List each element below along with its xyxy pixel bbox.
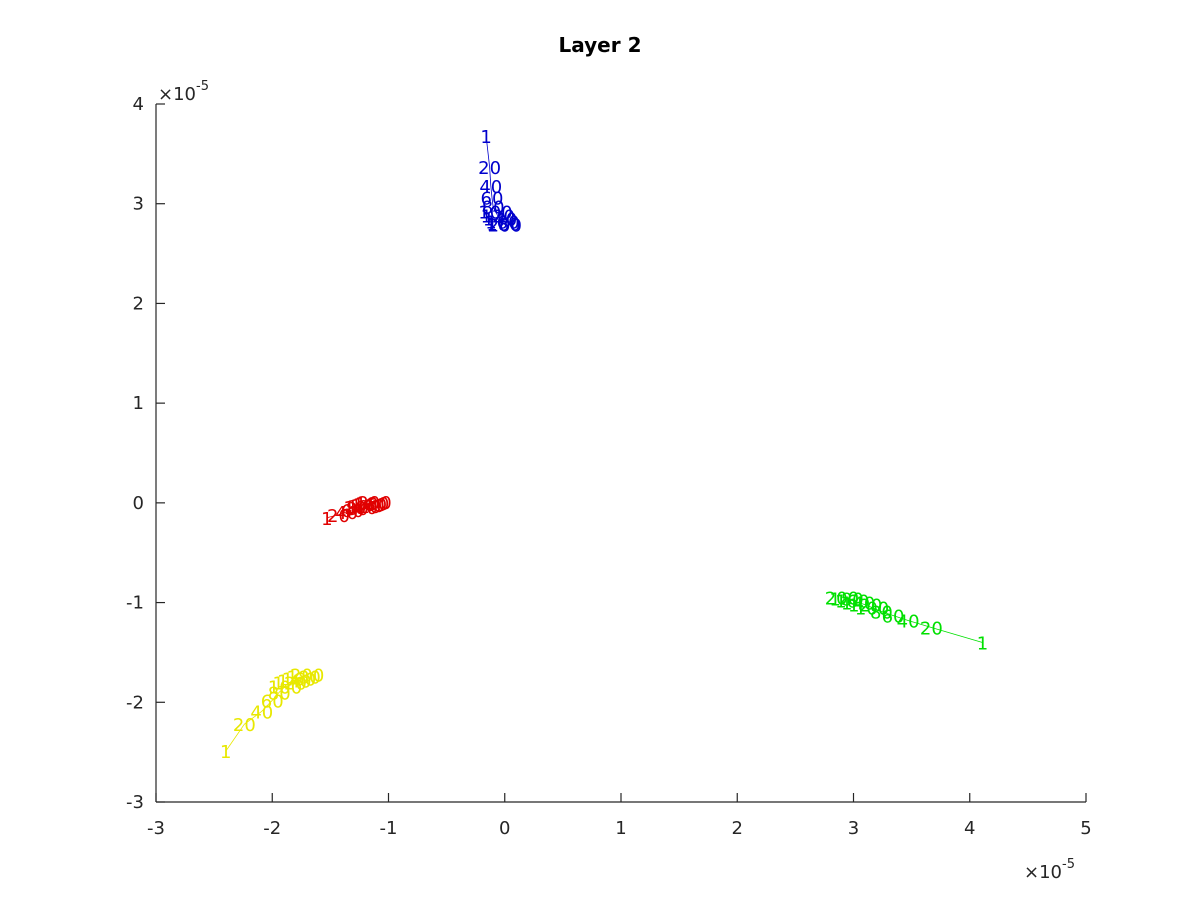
chart-title: Layer 2 — [559, 33, 642, 57]
point-label: 160 — [485, 213, 519, 234]
point-label: 1 — [321, 509, 332, 530]
point-label: 1 — [220, 742, 231, 763]
point-label: 80 — [268, 683, 291, 704]
point-label: 100 — [478, 203, 512, 224]
x-tick-label: 2 — [732, 818, 743, 839]
point-label: 180 — [486, 215, 520, 236]
y-tick-label: 3 — [133, 194, 144, 215]
x-tick-label: 3 — [848, 818, 859, 839]
point-label: 40 — [897, 612, 920, 633]
point-label: 180 — [286, 667, 320, 688]
series-line — [225, 674, 308, 752]
plot-series: 1204060801001201401601802001204060801001… — [220, 127, 988, 763]
point-label: 120 — [347, 497, 381, 518]
x-exponent-label: ×10 -5 — [1024, 857, 1075, 883]
y-tick-label: 0 — [133, 493, 144, 514]
point-label: 120 — [848, 596, 882, 617]
point-label: 60 — [882, 607, 905, 628]
y-tick-label: -2 — [126, 692, 144, 713]
point-label: 140 — [483, 210, 517, 231]
point-label: 20 — [233, 715, 256, 736]
point-label: 100 — [855, 599, 889, 620]
x-ticks: -3 -2 -1 0 1 2 3 4 5 — [147, 793, 1092, 839]
point-label: 20 — [920, 619, 943, 640]
svg-text:-5: -5 — [196, 79, 209, 94]
series-line — [326, 501, 375, 519]
point-label: 1 — [480, 127, 491, 148]
series-line — [841, 597, 983, 643]
point-label: 80 — [346, 499, 369, 520]
point-label: 180 — [355, 494, 389, 515]
point-label: 180 — [829, 590, 863, 611]
x-tick-label: -1 — [380, 818, 398, 839]
point-label: 140 — [350, 496, 384, 517]
point-label: 20 — [478, 158, 501, 179]
x-tick-label: 5 — [1080, 818, 1091, 839]
point-label: 80 — [482, 198, 505, 219]
point-label: 160 — [282, 669, 316, 690]
point-label: 60 — [261, 691, 284, 712]
point-label: 140 — [841, 594, 875, 615]
point-label: 60 — [341, 501, 364, 522]
point-label: 200 — [825, 589, 859, 610]
point-label: 20 — [327, 506, 350, 527]
point-label: 80 — [870, 603, 893, 624]
axes: -3 -2 -1 0 1 2 3 4 5 -3 -2 -1 0 1 2 3 4 ×10 -5 ×10 -5 — [126, 79, 1092, 883]
y-exponent-label: ×10 -5 — [158, 79, 209, 105]
point-label: 40 — [250, 702, 273, 723]
y-tick-label: 2 — [133, 293, 144, 314]
point-label: 200 — [290, 665, 324, 686]
point-label: 200 — [488, 216, 522, 237]
x-tick-label: 4 — [964, 818, 975, 839]
point-label: 160 — [353, 495, 387, 516]
point-label: 160 — [835, 592, 869, 613]
x-tick-label: -2 — [263, 818, 281, 839]
point-label: 100 — [343, 498, 377, 519]
x-tick-label: 1 — [615, 818, 626, 839]
x-tick-label: -3 — [147, 818, 165, 839]
point-label: 200 — [357, 493, 391, 514]
svg-text:×10: ×10 — [158, 84, 196, 105]
point-label: 120 — [481, 207, 515, 228]
point-label: 40 — [335, 503, 358, 524]
y-ticks: -3 -2 -1 0 1 2 3 4 — [126, 94, 165, 813]
series-line — [485, 135, 506, 226]
y-tick-label: 1 — [133, 393, 144, 414]
x-tick-label: 0 — [499, 818, 510, 839]
point-label: 40 — [479, 177, 502, 198]
svg-text:-5: -5 — [1062, 857, 1075, 872]
point-label: 140 — [277, 671, 311, 692]
point-label: 60 — [481, 189, 504, 210]
y-tick-label: 4 — [133, 94, 144, 115]
y-tick-label: -3 — [126, 792, 144, 813]
point-label: 1 — [977, 633, 988, 654]
y-tick-label: -1 — [126, 593, 144, 614]
point-label: 100 — [268, 677, 302, 698]
svg-text:×10: ×10 — [1024, 862, 1062, 883]
point-label: 120 — [273, 673, 307, 694]
